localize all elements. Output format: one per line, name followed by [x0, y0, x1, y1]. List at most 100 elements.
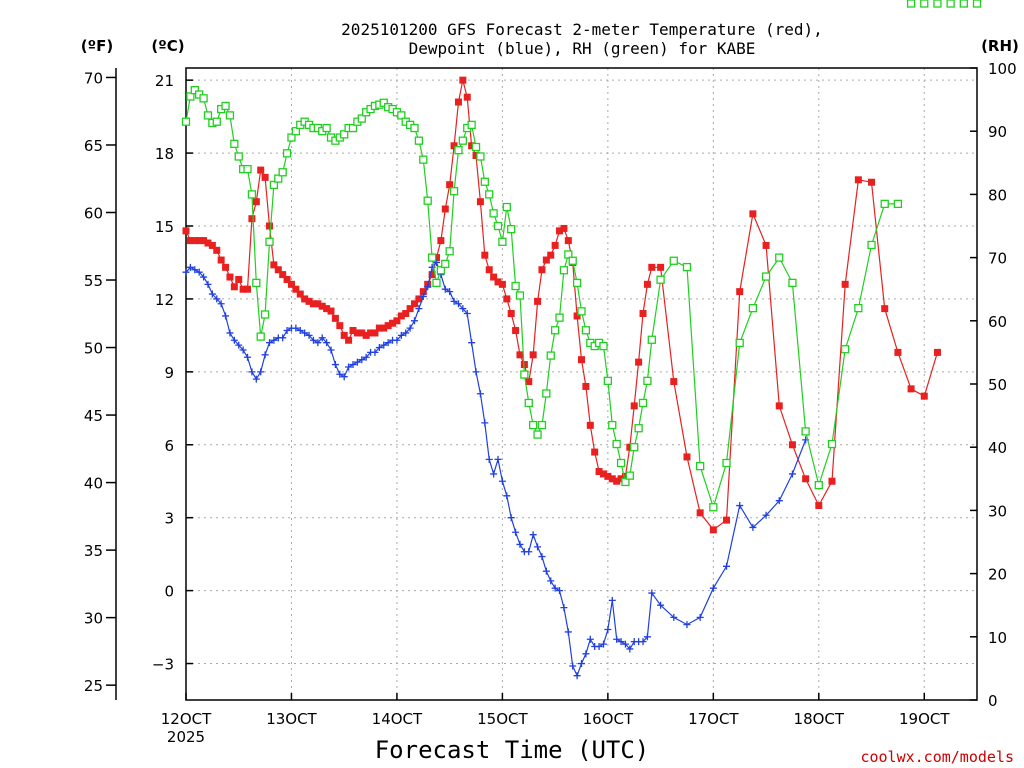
temperature-point	[635, 358, 643, 366]
temperature-point	[868, 178, 876, 186]
temperature-point	[736, 288, 744, 296]
temperature-point	[191, 237, 199, 245]
temperature-point	[279, 271, 287, 279]
temperature-point	[186, 237, 194, 245]
temperature-point	[375, 324, 383, 332]
dewpoint-point	[265, 339, 273, 347]
x-tick-label: 16OCT	[583, 710, 634, 728]
temperature-point	[446, 181, 454, 189]
rh-point	[379, 98, 388, 107]
dewpoint-point	[512, 528, 520, 536]
dewpoint-point	[586, 635, 594, 643]
fahrenheit-tick-label: 70	[84, 69, 103, 87]
rh-tick-label: 90	[988, 123, 1007, 141]
dewpoint-point	[494, 455, 502, 463]
dewpoint-point	[749, 523, 757, 531]
dewpoint-point	[397, 331, 405, 339]
rh-point	[423, 196, 432, 205]
dewpoint-point	[318, 334, 326, 342]
temperature-point	[208, 241, 216, 249]
fahrenheit-tick-label: 30	[84, 610, 103, 628]
rh-point	[520, 370, 529, 379]
dewpoint-point	[239, 346, 247, 354]
temperature-point	[270, 261, 278, 269]
temperature-point	[292, 285, 300, 293]
rh-point	[256, 332, 265, 341]
temperature-point	[345, 336, 353, 344]
temperature-point	[459, 76, 467, 84]
rh-point	[498, 237, 507, 246]
temperature-point	[894, 348, 902, 356]
temperature-point	[257, 166, 265, 174]
rh-point	[656, 275, 665, 284]
temperature-point	[775, 402, 783, 410]
rh-point	[186, 92, 195, 101]
rh-point	[533, 430, 542, 439]
rh-point	[775, 253, 784, 262]
dewpoint-point	[327, 346, 335, 354]
credit-label: coolwx.com/models	[860, 748, 1014, 766]
dewpoint-point	[450, 297, 458, 305]
temperature-point	[564, 237, 572, 245]
x-tick-label: 13OCT	[266, 710, 317, 728]
temperature-point	[331, 314, 339, 322]
dewpoint-point	[244, 353, 252, 361]
temperature-point	[599, 470, 607, 478]
rh-point	[489, 209, 498, 218]
rh-tick-label: 100	[988, 60, 1017, 78]
dewpoint-point	[358, 356, 366, 364]
rh-point	[564, 250, 573, 259]
rh-point	[278, 168, 287, 177]
temperature-point	[551, 241, 559, 249]
dewpoint-point	[309, 336, 317, 344]
rh-point	[572, 278, 582, 288]
dewpoint-point	[643, 633, 651, 641]
dewpoint-point	[257, 368, 265, 376]
temperature-point	[380, 324, 388, 332]
dewpoint-point	[617, 638, 625, 646]
temperature-point	[389, 319, 397, 327]
temperature-point	[476, 198, 484, 206]
temperature-point	[261, 173, 269, 181]
dewpoint-point	[498, 477, 506, 485]
temperature-point	[657, 263, 665, 271]
rh-point	[524, 398, 533, 408]
dewpoint-point	[380, 341, 388, 349]
celsius-tick-label: 18	[155, 145, 174, 163]
temperature-point	[204, 239, 212, 247]
dewpoint-point	[384, 339, 392, 347]
celsius-tick-label: 21	[155, 72, 174, 90]
rh-point	[827, 439, 837, 449]
temperature-point	[723, 516, 731, 524]
rh-point	[537, 420, 547, 430]
temperature-point	[323, 305, 331, 313]
fahrenheit-tick-label: 60	[84, 204, 103, 222]
temperature-point	[318, 302, 326, 310]
temperature-point	[265, 222, 273, 230]
rh-point	[432, 278, 441, 288]
temperature-line	[185, 80, 938, 531]
rh-point	[546, 351, 555, 360]
temperature-point	[485, 266, 493, 274]
dewpoint-point	[762, 511, 770, 519]
temperature-point	[226, 273, 234, 281]
dewpoint-point	[613, 635, 621, 643]
celsius-tick-label: −3	[152, 656, 174, 674]
rh-point	[893, 199, 903, 209]
rh-tick-label: 70	[988, 250, 1007, 268]
temperature-point	[560, 224, 568, 232]
rh-point	[458, 136, 468, 145]
temperature-point	[643, 280, 651, 288]
rh-point	[638, 398, 648, 408]
temperature-point	[648, 263, 656, 271]
x-tick-label: 14OCT	[372, 710, 423, 728]
dewpoint-point	[595, 643, 603, 651]
rh-tick-label: 40	[988, 439, 1007, 457]
rh-point	[630, 443, 639, 452]
rh-point	[608, 420, 617, 430]
temperature-point	[617, 475, 625, 483]
temperature-point	[441, 205, 449, 213]
rh-point	[234, 152, 243, 161]
x-tick-label: 18OCT	[794, 710, 845, 728]
dewpoint-point	[235, 341, 243, 349]
